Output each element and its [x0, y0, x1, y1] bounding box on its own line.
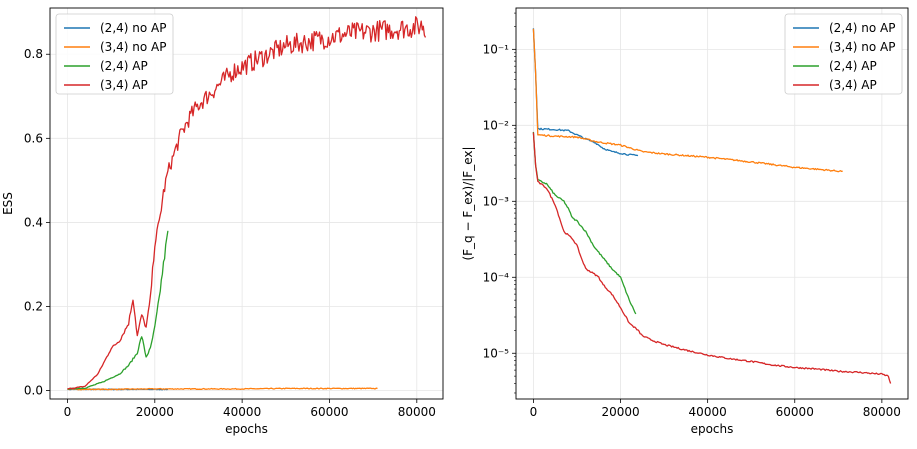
legend: (2,4) no AP (3,4) no AP (2,4) AP (3,4) AP	[784, 13, 903, 95]
legend-label: (3,4) AP	[100, 78, 148, 92]
series-line-2	[67, 230, 169, 390]
series-line-0	[532, 28, 639, 157]
x-tick-label: 20000	[601, 405, 639, 419]
x-tick-label: 20000	[136, 405, 174, 419]
x-tick-label: 60000	[776, 405, 814, 419]
series-line-2	[532, 131, 637, 315]
y-tick-label: 0.0	[24, 384, 43, 398]
series-line-1	[532, 28, 843, 173]
ess-chart: 0 20000 40000 60000 80000 0.0 0.2 0.4 0.6 0.8 epoc…	[1, 7, 444, 436]
x-axis-label: epochs	[691, 422, 734, 436]
y-axis-label: ESS	[1, 192, 15, 215]
y-tick-label: 10⁻⁴	[483, 270, 510, 284]
x-tick-label: 60000	[310, 405, 348, 419]
legend-box	[55, 13, 174, 95]
x-tick-label: 80000	[398, 405, 436, 419]
series-line-3	[532, 132, 892, 384]
y-tick-label: 10⁻¹	[483, 42, 510, 56]
y-axis-label: (F_q − F_ex)/|F_ex|	[461, 146, 475, 260]
series-line-3	[67, 16, 427, 390]
y-tick-label: 10⁻²	[483, 118, 510, 132]
plot-frame	[49, 7, 444, 400]
plot-frame	[515, 7, 909, 400]
x-tick-label: 0	[530, 405, 538, 419]
x-tick-label: 0	[64, 405, 72, 419]
x-tick-label: 40000	[223, 405, 261, 419]
legend: (2,4) no AP (3,4) no AP (2,4) AP (3,4) AP	[55, 13, 174, 95]
y-tick-label: 10⁻⁵	[483, 346, 510, 360]
x-axis-label: epochs	[225, 422, 268, 436]
x-tick-label: 80000	[863, 405, 901, 419]
y-tick-label: 10⁻³	[483, 194, 510, 208]
legend-label: (2,4) AP	[829, 59, 877, 73]
legend-label: (3,4) no AP	[100, 40, 166, 54]
legend-label: (3,4) no AP	[829, 40, 895, 54]
series-line-1	[67, 387, 378, 391]
legend-label: (2,4) AP	[100, 59, 148, 73]
y-tick-label: 0.4	[24, 215, 43, 229]
y-tick-label: 0.8	[24, 47, 43, 61]
relative-error-chart: 0 20000 40000 60000 80000 10⁻⁵ 10⁻⁴ 10⁻³ 10⁻² 10⁻…	[461, 7, 909, 436]
legend-label: (3,4) AP	[829, 78, 877, 92]
legend-box	[784, 13, 903, 95]
legend-label: (2,4) no AP	[100, 21, 166, 35]
x-tick-label: 40000	[689, 405, 727, 419]
y-tick-label: 0.2	[24, 300, 43, 314]
y-tick-label: 0.6	[24, 131, 43, 145]
legend-label: (2,4) no AP	[829, 21, 895, 35]
